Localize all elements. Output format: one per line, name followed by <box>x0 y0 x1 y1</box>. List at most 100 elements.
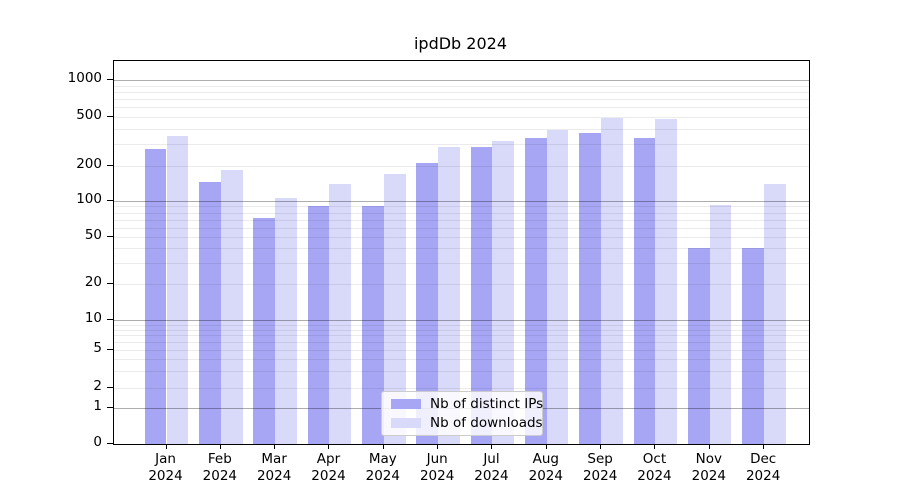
y-tick-label-100: 100 <box>76 191 102 207</box>
x-label-year: 2024 <box>528 467 563 484</box>
x-tick-label-feb: Feb 2024 <box>175 451 265 484</box>
x-tick-label-jul: Jul 2024 <box>446 451 536 484</box>
x-label-month: Jun <box>426 451 448 467</box>
x-label-month: Apr <box>316 451 341 467</box>
bar-feb-distinct-ips <box>199 181 221 444</box>
x-label-year: 2024 <box>256 467 292 484</box>
x-tick-mar <box>274 444 276 449</box>
bar-jul-downloads <box>492 140 515 444</box>
x-tick-label-may: May 2024 <box>338 451 428 484</box>
x-label-month: May <box>368 451 397 467</box>
x-tick-feb <box>219 444 221 449</box>
bar-aug-downloads <box>546 129 569 444</box>
x-tick-label-aug: Aug 2024 <box>501 451 591 484</box>
bar-jul-distinct-ips <box>470 146 493 444</box>
x-label-month: Mar <box>261 451 287 467</box>
y-tick-label-1000: 1000 <box>67 70 102 86</box>
y-tick-50 <box>107 236 113 237</box>
x-label-year: 2024 <box>419 467 455 484</box>
bar-jan-distinct-ips <box>144 148 167 444</box>
legend-label-distinct-ips: Nb of distinct IPs <box>430 396 544 412</box>
y-tick-1000 <box>107 79 113 80</box>
bar-jun-distinct-ips <box>416 162 439 444</box>
y-tick-label-2: 2 <box>93 378 102 394</box>
bar-jun-downloads <box>438 146 460 444</box>
gridline-minor-600 <box>114 107 809 108</box>
x-label-month: Nov <box>695 451 722 467</box>
x-tick-jul <box>491 444 493 449</box>
y-tick-1 <box>107 407 113 408</box>
plot-area <box>113 60 810 445</box>
x-tick-aug <box>545 444 547 449</box>
bar-may-downloads <box>383 174 406 444</box>
x-tick-may <box>382 444 384 449</box>
bar-sep-downloads <box>601 118 623 444</box>
x-tick-label-oct: Oct 2024 <box>609 451 699 484</box>
x-label-year: 2024 <box>637 467 672 484</box>
legend-entry-downloads: Nb of downloads <box>382 415 543 431</box>
y-tick-2 <box>107 387 113 388</box>
bar-sep-distinct-ips <box>579 133 602 444</box>
gridline-minor-300 <box>114 144 809 145</box>
x-tick-label-jan: Jan 2024 <box>121 451 211 484</box>
legend-entry-distinct-ips: Nb of distinct IPs <box>382 396 544 412</box>
x-tick-jun <box>437 444 439 449</box>
y-tick-label-5: 5 <box>93 340 102 356</box>
y-tick-label-0: 0 <box>93 434 102 450</box>
bar-mar-downloads <box>275 197 297 444</box>
bar-mar-distinct-ips <box>253 218 276 444</box>
x-tick-label-jun: Jun 2024 <box>392 451 482 484</box>
x-label-month: Aug <box>532 451 559 467</box>
gridline-minor-700 <box>114 99 809 100</box>
chart-title: ipdDb 2024 <box>413 34 508 53</box>
y-tick-label-200: 200 <box>76 156 102 172</box>
x-label-month: Jan <box>155 451 176 467</box>
legend: Nb of distinct IPs Nb of downloads <box>381 391 543 436</box>
x-tick-label-mar: Mar 2024 <box>229 451 319 484</box>
x-tick-sep <box>600 444 602 449</box>
gridline-minor-400 <box>114 129 809 130</box>
y-tick-label-20: 20 <box>84 274 102 290</box>
legend-swatch-distinct-ips <box>391 399 421 409</box>
bar-apr-distinct-ips <box>307 206 330 444</box>
bar-aug-distinct-ips <box>525 138 547 444</box>
x-tick-label-dec: Dec 2024 <box>718 451 808 484</box>
y-tick-label-50: 50 <box>84 227 102 243</box>
x-label-month: Jul <box>483 451 500 467</box>
bar-nov-downloads <box>709 204 732 444</box>
x-tick-label-nov: Nov 2024 <box>664 451 754 484</box>
bar-may-distinct-ips <box>362 206 384 444</box>
x-label-month: Sep <box>587 451 613 467</box>
x-label-month: Feb <box>207 451 232 467</box>
x-label-month: Oct <box>642 451 667 467</box>
x-tick-nov <box>708 444 710 449</box>
y-tick-200 <box>107 165 113 166</box>
x-tick-oct <box>654 444 656 449</box>
y-tick-500 <box>107 116 113 117</box>
x-label-year: 2024 <box>365 467 400 484</box>
x-label-year: 2024 <box>311 467 346 484</box>
gridline-minor-800 <box>114 92 809 93</box>
x-tick-jan <box>165 444 167 449</box>
x-label-month: Dec <box>750 451 777 467</box>
bar-feb-downloads <box>220 169 243 444</box>
x-tick-label-sep: Sep 2024 <box>555 451 645 484</box>
y-tick-20 <box>107 283 113 284</box>
bar-dec-downloads <box>764 184 786 444</box>
gridline-major-1000 <box>114 80 809 81</box>
y-tick-label-1: 1 <box>93 398 102 414</box>
y-tick-10 <box>107 319 113 320</box>
y-tick-label-10: 10 <box>84 310 102 326</box>
gridline-minor-900 <box>114 86 809 87</box>
y-tick-0 <box>107 443 113 444</box>
x-tick-apr <box>328 444 330 449</box>
y-tick-100 <box>107 200 113 201</box>
legend-swatch-downloads <box>391 418 421 428</box>
legend-label-downloads: Nb of downloads <box>430 415 543 431</box>
gridline-minor-500 <box>114 117 809 118</box>
x-label-year: 2024 <box>202 467 237 484</box>
bar-oct-downloads <box>655 119 678 444</box>
bar-dec-distinct-ips <box>742 248 765 444</box>
y-tick-label-500: 500 <box>76 107 102 123</box>
